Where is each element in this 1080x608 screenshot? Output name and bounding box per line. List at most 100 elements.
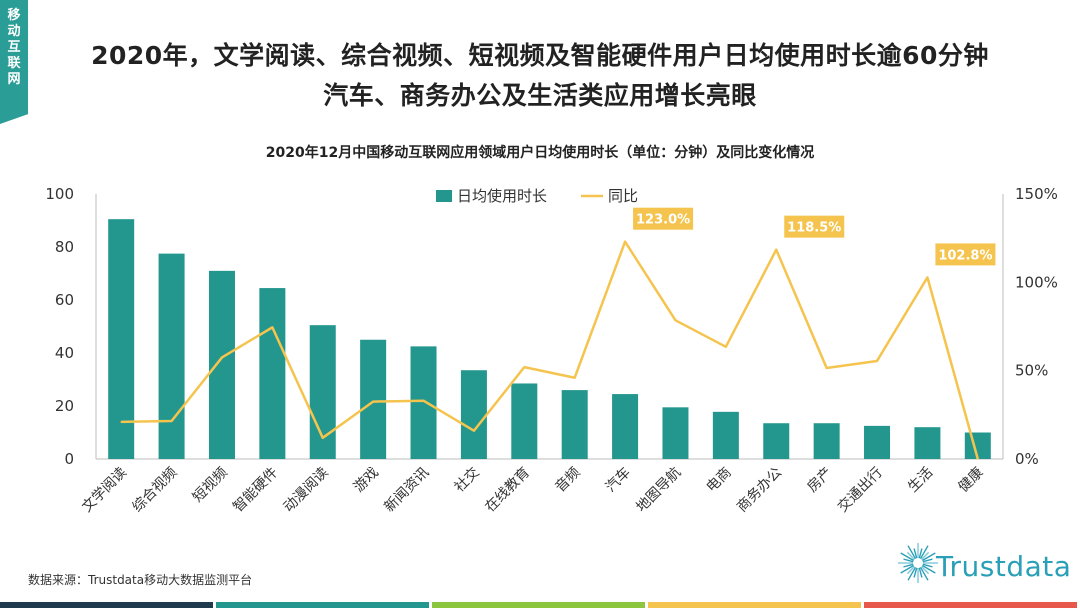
bar-mark: [511, 383, 538, 459]
x-tick-label: 商务办公: [734, 465, 785, 516]
line-point: [725, 346, 727, 348]
line-point: [473, 429, 475, 432]
x-tick-label: 短视频: [190, 465, 231, 506]
x-tick-label: 文学阅读: [78, 464, 130, 516]
logo-ray: [919, 545, 929, 560]
legend-label-bar: 日均使用时长: [457, 187, 547, 205]
footer-segment: [216, 602, 429, 608]
section-tag-label: 移动互联网: [7, 8, 21, 87]
legend-swatch-bar: [436, 190, 452, 202]
combo-chart: 0 20 40 60 80 100 0% 50% 100% 150% 文学阅读 综合视频 短视频 智能硬件…: [45, 185, 1058, 516]
logo-ray: [906, 551, 915, 560]
x-tick-label: 音频: [552, 464, 584, 496]
x-tick-label: 交通出行: [834, 464, 886, 516]
line-point: [271, 326, 274, 329]
x-tick-label: 新闻资讯: [381, 465, 432, 516]
y-left-tick-label: 60: [55, 291, 74, 309]
footer-segment: [648, 602, 861, 608]
y-right-tick-label: 150%: [1015, 185, 1058, 203]
legend-label-line: 同比: [608, 187, 638, 205]
bar-mark: [763, 423, 790, 459]
line-point: [624, 240, 626, 243]
trustdata-logo: Trustdata: [894, 538, 1074, 588]
x-tick-label: 动漫阅读: [280, 464, 332, 516]
data-label: 123.0%: [636, 213, 690, 228]
bar-mark: [914, 427, 941, 459]
logo-ray: [919, 566, 929, 581]
logo-ray: [907, 545, 917, 560]
bar-mark: [662, 407, 689, 459]
bar-mark: [360, 339, 387, 459]
logo-ray: [907, 566, 917, 581]
data-label-box: [784, 215, 845, 238]
page-title-line2: 汽车、商务办公及生活类应用增长亮眼: [323, 81, 757, 110]
bar-mark: [813, 423, 840, 459]
bar-mark: [158, 253, 185, 459]
x-tick-label: 地图导航: [633, 465, 684, 516]
line-point: [221, 356, 223, 359]
line-point: [573, 376, 576, 379]
logo-ray: [906, 566, 915, 575]
y-left-tick-label: 100: [45, 185, 74, 203]
bar-mark: [410, 346, 437, 459]
bar-mark: [259, 288, 286, 459]
bar-mark: [460, 370, 487, 459]
line-point: [372, 400, 374, 403]
footer-color-bar: [0, 602, 1080, 608]
x-tick-label: 生活: [905, 465, 936, 496]
footer-segment: [0, 602, 213, 608]
x-tick-label: 汽车: [602, 464, 634, 496]
line-point: [825, 367, 828, 369]
logo-ray: [921, 552, 936, 562]
bar-mark: [108, 219, 135, 459]
data-label-box: [633, 207, 694, 230]
logo-ray: [922, 563, 933, 568]
page-title-line1: 2020年，文学阅读、综合视频、短视频及智能硬件用户日均使用时长逾60分钟: [91, 41, 989, 70]
logo-ray: [918, 548, 923, 559]
logo-ray: [900, 564, 915, 574]
line-point: [926, 276, 929, 279]
logo-ray: [913, 548, 918, 559]
y-left-tick-label: 0: [64, 450, 74, 468]
logo-ray: [903, 563, 914, 568]
logo-ray: [900, 552, 915, 562]
x-tick-label: 游戏: [351, 465, 382, 496]
logo-ray: [921, 551, 930, 560]
data-label: 118.5%: [787, 221, 841, 236]
sunburst-logo-icon: [898, 543, 938, 583]
logo-text: Trustdata: [936, 550, 1072, 583]
x-tick-label: 健康: [955, 464, 987, 496]
logo-ray: [921, 564, 936, 574]
x-tick-label: 社交: [451, 464, 483, 496]
line-series-yoy: [121, 240, 980, 460]
y-right-tick-label: 0%: [1015, 450, 1039, 468]
footer-segment: [864, 602, 1077, 608]
logo-ray: [921, 566, 930, 575]
logo-ray: [913, 567, 918, 578]
line-point: [876, 360, 878, 362]
data-source-note: 数据来源：Trustdata移动大数据监测平台: [28, 573, 253, 587]
logo-ray: [922, 558, 933, 563]
x-tick-label: 智能硬件: [230, 465, 281, 516]
line-point: [120, 421, 122, 423]
line-point: [674, 319, 677, 322]
y-right-tick-label: 100%: [1015, 273, 1058, 291]
data-label-box: [935, 243, 996, 266]
y-left-tick-label: 80: [55, 238, 74, 256]
line-point: [775, 248, 778, 251]
logo-ray: [903, 558, 914, 563]
x-tick-label: 电商: [704, 465, 735, 496]
footer-segment: [432, 602, 645, 608]
y-right-tick-label: 50%: [1015, 362, 1048, 380]
bar-mark: [712, 411, 739, 459]
logo-ray: [918, 567, 923, 578]
bar-mark: [612, 394, 639, 459]
section-tag: 移动互联网: [0, 0, 28, 124]
line-point: [422, 399, 425, 402]
y-left-tick-label: 40: [55, 344, 74, 362]
y-left-tick-label: 20: [55, 397, 74, 415]
bar-mark: [561, 390, 588, 459]
chart-title: 2020年12月中国移动互联网应用领域用户日均使用时长（单位：分钟）及同比变化情…: [265, 145, 815, 161]
x-tick-label: 房产: [804, 465, 835, 496]
x-tick-label: 综合视频: [130, 465, 181, 516]
